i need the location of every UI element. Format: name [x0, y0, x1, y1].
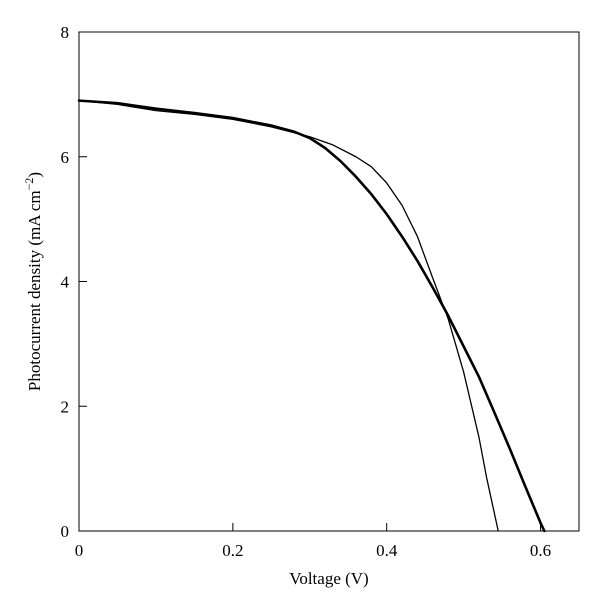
y-axis-ticks: 0 2 4 6 8 — [61, 23, 87, 541]
y-axis-label-main: Photocurrent density (mA cm — [25, 190, 44, 391]
y-axis-label: Photocurrent density (mA cm−2) — [22, 172, 44, 391]
y-tick-label: 2 — [61, 397, 70, 416]
x-tick-label: 0.4 — [376, 541, 398, 560]
series-line-thin — [78, 99, 499, 532]
y-axis-label-close: ) — [25, 172, 44, 178]
y-tick-label: 8 — [61, 23, 70, 42]
plot-frame — [78, 31, 580, 532]
y-tick-label: 6 — [61, 148, 70, 167]
series-layer — [77, 99, 546, 533]
x-tick-label: 0.6 — [530, 541, 551, 560]
x-tick-label: 0 — [75, 541, 84, 560]
y-tick-label: 0 — [61, 522, 70, 541]
y-tick-label: 4 — [61, 273, 70, 292]
x-axis-ticks: 0 0.2 0.4 0.6 — [75, 523, 551, 560]
y-axis-label-superscript: −2 — [22, 178, 36, 191]
x-tick-label: 0.2 — [222, 541, 243, 560]
series-line-thick — [77, 99, 546, 533]
x-axis-label: Voltage (V) — [289, 569, 368, 588]
